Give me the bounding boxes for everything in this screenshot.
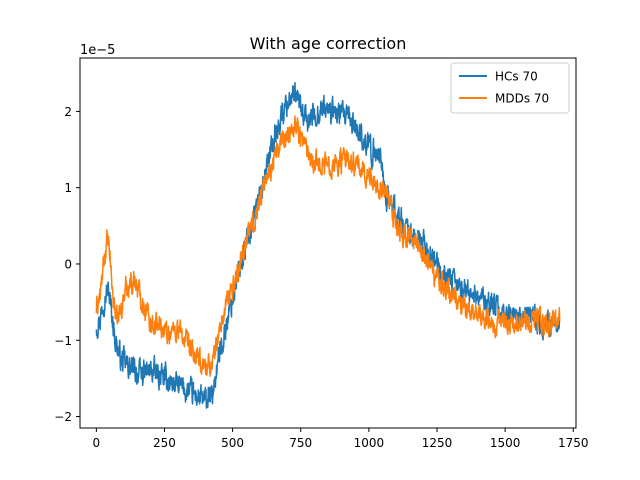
y-tick-label: 2: [64, 105, 72, 119]
legend-label-1: HCs 70: [495, 70, 538, 84]
series-line-1: [95, 81, 561, 409]
legend-label-2: MDDs 70: [495, 92, 549, 106]
y-offset-label: 1e−5: [80, 43, 115, 58]
x-tick-label: 1500: [490, 436, 521, 450]
series-layer: [95, 81, 561, 409]
x-tick-label: 1750: [558, 436, 589, 450]
x-tick-label: 1000: [354, 436, 385, 450]
x-tick-label: 1250: [422, 436, 453, 450]
x-tick-label: 750: [289, 436, 312, 450]
plot-frame: [79, 57, 577, 429]
x-tick-label: 500: [221, 436, 244, 450]
chart-title: With age correction: [250, 34, 407, 53]
x-tick-label: 0: [93, 436, 101, 450]
y-tick-label: −1: [54, 334, 72, 348]
y-tick-label: 1: [64, 181, 72, 195]
legend: HCs 70 MDDs 70: [450, 62, 570, 114]
y-tick-label: 0: [64, 257, 72, 271]
y-tick-label: −2: [54, 410, 72, 424]
x-tick-label: 250: [153, 436, 176, 450]
x-axis: 0 250 500 750 1000 1250 1500 1750: [93, 428, 589, 450]
y-axis: −2 −1 0 1 2: [54, 105, 80, 424]
series-line-2: [95, 115, 561, 377]
